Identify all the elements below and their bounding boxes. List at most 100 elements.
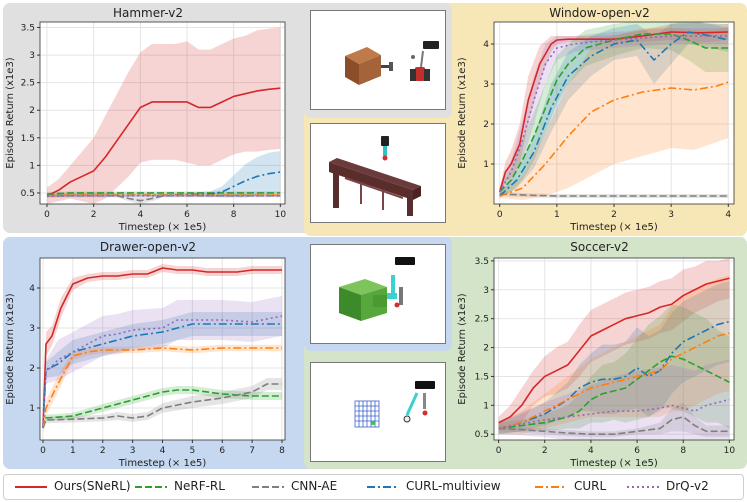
soccer-xtick-label: 4 (588, 446, 594, 456)
soccer-xtick-label: 8 (680, 446, 686, 456)
soccer-line-ours (498, 277, 730, 424)
hammer-ytick-label: 3 (29, 51, 35, 61)
window-line-ours (498, 31, 729, 193)
drawer-line-nerf (42, 389, 283, 429)
window-ylabel: Episode Return (x1e3) (457, 57, 468, 169)
soccer-band-cnnae (498, 402, 730, 438)
hammer-ytick-label: 0.5 (21, 189, 35, 199)
soccer-ytick-label: 2 (483, 344, 489, 354)
hammer-line-ours (46, 87, 281, 197)
hammer-ytick-label: 2.5 (21, 79, 35, 89)
window-line-curlmv (499, 31, 729, 197)
soccer-band-nerf (498, 304, 730, 435)
soccer-ytick-label: 0.5 (475, 430, 489, 440)
hammer-plot: 0 2 4 6 8 10 0.5 1 1.5 2 2.5 3 3.5 Timestep (× 1e5) Ep… (0, 0, 300, 236)
window-line-drq (499, 35, 729, 193)
drawer-xtick-label: 1 (70, 446, 76, 456)
soccer-xtick-label: 10 (724, 446, 736, 456)
soccer-ytick-label: 3 (483, 286, 489, 296)
soccer-line-curl (498, 332, 730, 430)
drawer-scene-thumbnail (310, 244, 446, 344)
soccer-series-group (498, 258, 730, 440)
drawer-line-curl (42, 347, 283, 429)
drawer-xtick-label: 3 (130, 446, 136, 456)
drawer-line-drq (42, 315, 283, 429)
window-ytick-label: 4 (483, 40, 489, 50)
soccer-band-curlmv (498, 281, 730, 435)
window-scene-thumbnail (310, 123, 446, 223)
drawer-ytick-label: 1 (29, 404, 35, 414)
soccer-title: Soccer-v2 (570, 240, 629, 254)
drawer-band-cnnae (42, 378, 283, 430)
hammer-xtick-label: 8 (231, 210, 237, 220)
hammer-series-group (46, 27, 281, 204)
drawer-ylabel: Episode Return (x1e3) (5, 293, 16, 405)
soccer-chart: 0 2 4 6 8 10 0.5 1 1.5 2 2.5 3 3.5 Timestep (× 1e5) Ep… (457, 257, 736, 469)
window-plot: 0 1 2 3 4 1 2 3 4 Timestep (× 1e5) Episode Return … (452, 0, 747, 236)
legend-label-cnnae: CNN-AE (291, 479, 338, 493)
window-xtick-label: 1 (554, 210, 560, 220)
soccer-band-ours (498, 258, 730, 429)
hammer-band-cnnae (47, 194, 281, 204)
hammer-ytick-label: 1 (29, 161, 35, 171)
drawer-band-curlmv (42, 312, 283, 430)
hammer-title: Hammer-v2 (112, 6, 184, 20)
hammer-ylabel: Episode Return (x1e3) (5, 57, 16, 169)
soccer-xtick-label: 2 (542, 446, 548, 456)
window-chart: 0 1 2 3 4 1 2 3 4 Timestep (× 1e5) Episode Return … (457, 21, 735, 233)
window-band-nerf (499, 22, 729, 196)
drawer-line-ours (42, 267, 283, 429)
hammer-ytick-label: 1.5 (21, 134, 35, 144)
soccer-xtick-label: 6 (634, 446, 640, 456)
window-ytick-label: 3 (483, 80, 489, 90)
hammer-xtick-label: 4 (137, 210, 143, 220)
window-title: Window-open-v2 (549, 6, 650, 20)
drawer-xtick-label: 6 (219, 446, 225, 456)
window-line-cnnae (499, 193, 729, 197)
soccer-line-cnnae (498, 416, 730, 436)
soccer-scene-thumbnail (310, 362, 446, 462)
soccer-ytick-label: 3.5 (475, 257, 489, 267)
soccer-scene-icon (354, 381, 435, 428)
hammer-ytick-label: 3.5 (21, 24, 35, 34)
hammer-xtick-label: 0 (44, 210, 50, 220)
soccer-plot: 0 2 4 6 8 10 0.5 1 1.5 2 2.5 3 3.5 Timestep (× 1e5) Ep… (452, 236, 747, 472)
window-xlabel: Timestep (× 1e5) (569, 222, 658, 233)
window-line-nerf (499, 33, 729, 193)
soccer-xtick-label: 0 (496, 446, 502, 456)
drawer-line-curlmv (42, 323, 283, 429)
drawer-ytick-label: 3 (29, 324, 35, 334)
drawer-scene-icon (339, 257, 415, 321)
drawer-band-nerf (42, 386, 283, 430)
window-band-curl (499, 26, 729, 200)
window-series-group (498, 22, 729, 200)
hammer-xtick-label: 10 (275, 210, 287, 220)
window-ytick-label: 2 (483, 120, 489, 130)
drawer-ytick-label: 2 (29, 364, 35, 374)
soccer-xlabel: Timestep (× 1e5) (569, 458, 658, 469)
drawer-ytick-label: 4 (29, 284, 35, 294)
drawer-chart: 0 1 2 3 4 5 6 7 8 1 2 3 4 Timestep (× 1e5) Episode Ret… (5, 257, 286, 469)
drawer-xlabel: Timestep (× 1e5) (118, 458, 207, 469)
soccer-frame (493, 257, 735, 441)
hammer-ytick-label: 2 (29, 106, 35, 116)
legend-label-ours: Ours(SNeRL) (54, 479, 131, 493)
hammer-xtick-label: 6 (184, 210, 190, 220)
hammer-xlabel: Timestep (× 1e5) (118, 222, 207, 233)
window-ytick-label: 1 (483, 160, 489, 170)
drawer-xtick-label: 8 (279, 446, 285, 456)
soccer-line-drq (498, 398, 730, 430)
legend-label-curlmv: CURL-multiview (406, 479, 501, 493)
legend-label-curl: CURL (574, 479, 607, 493)
window-xtick-label: 4 (725, 210, 731, 220)
soccer-ytick-label: 1 (483, 401, 489, 411)
drawer-xtick-label: 7 (249, 446, 255, 456)
window-xtick-label: 2 (611, 210, 617, 220)
window-band-ours (499, 22, 729, 196)
legend-label-nerf: NeRF-RL (174, 479, 225, 493)
hammer-scene-thumbnail (310, 10, 446, 110)
drawer-xtick-label: 5 (190, 446, 196, 456)
window-xtick-label: 3 (668, 210, 674, 220)
legend-label-drq: DrQ-v2 (666, 479, 709, 493)
hammer-xtick-label: 2 (91, 210, 97, 220)
